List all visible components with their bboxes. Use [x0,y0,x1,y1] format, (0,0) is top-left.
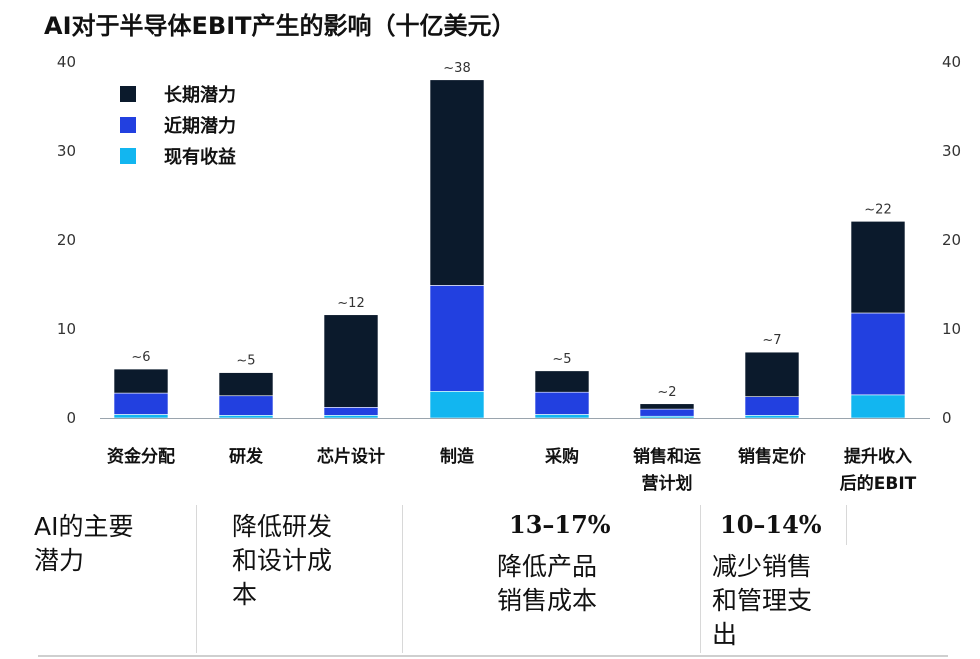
legend-swatch [120,148,136,164]
sga-percentage: 10–14% [720,510,822,539]
bar-segment [639,403,695,410]
bar-segment [850,312,906,396]
column-divider [402,505,403,653]
sga-text: 减少销售 和管理支 出 [712,552,813,649]
bar-segment [323,314,379,408]
y-tick-label-right: 20 [942,231,961,249]
y-tick-label-left: 10 [57,320,76,338]
bottom-rule [38,655,948,657]
bar-segment [323,415,379,419]
y-axis-right: 0 10 20 30 40 [942,53,961,427]
bar-segment [850,394,906,419]
legend-label: 现有收益 [164,146,236,168]
category-label: 后的EBIT [840,473,917,494]
chart-title: AI对于半导体EBIT产生的影响（十亿美元） [44,12,516,40]
category-label: 销售定价 [738,446,807,467]
bar-segment [429,390,485,419]
bar-segment [218,372,274,397]
y-tick-label-right: 40 [942,53,961,71]
y-tick-label-right: 30 [942,142,961,160]
bar-segment [534,370,590,393]
category-label: 采购 [544,446,579,467]
bar-total-label: ~6 [131,350,150,365]
rd-text: 降低研发 和设计成 本 [232,512,333,609]
bar-total-label: ~2 [657,385,676,400]
category-label: 资金分配 [107,446,175,467]
cogs-text: 降低产品 销售成本 [497,552,598,615]
bar-segment [744,415,800,419]
bar-segment [429,79,485,286]
bar-segment [639,408,695,417]
y-tick-label-left: 20 [57,231,76,249]
cogs-percentage: 13–17% [509,510,611,539]
bar-segment [850,221,906,314]
y-tick-label-left: 30 [57,142,76,160]
bar-total-label: ~7 [762,333,781,348]
bar-segment [113,392,169,415]
bar-total-label: ~12 [337,296,364,311]
y-tick-label-left: 0 [66,409,76,427]
bar-segment [323,407,379,416]
category-label: 营计划 [642,473,693,494]
bar-segment [429,285,485,392]
bar-segment [534,414,590,419]
row-header: AI的主要 潜力 [34,512,134,575]
bar-segment [113,414,169,419]
bar-total-label: ~5 [552,352,571,367]
category-label: 销售和运 [633,446,701,467]
category-label: 制造 [440,446,475,467]
bar-segment [113,368,169,394]
column-divider [196,505,197,653]
column-divider [846,505,847,545]
y-tick-label-right: 0 [942,409,952,427]
bar-segment [534,391,590,415]
legend-label: 近期潜力 [164,115,236,137]
legend-swatch [120,86,136,102]
category-label: 芯片设计 [317,446,385,467]
y-tick-label-left: 40 [57,53,76,71]
legend-label: 长期潜力 [164,84,236,106]
bar-segment [744,351,800,397]
bar-total-label: ~5 [236,354,255,369]
category-label: 研发 [229,446,264,467]
y-tick-label-right: 10 [942,320,961,338]
bar-total-label: ~22 [864,202,891,217]
y-axis-left: 0 10 20 30 40 [57,53,76,427]
column-divider [700,505,701,653]
category-label: 提升收入 [844,446,912,467]
bar-total-label: ~38 [443,61,470,76]
bar-segment [744,396,800,416]
bars-group: ~6 ~5 ~12 ~38 ~5 ~2 ~7 ~22 [100,61,930,419]
bar-segment [218,395,274,416]
legend-swatch [120,117,136,133]
bar-segment [218,415,274,419]
